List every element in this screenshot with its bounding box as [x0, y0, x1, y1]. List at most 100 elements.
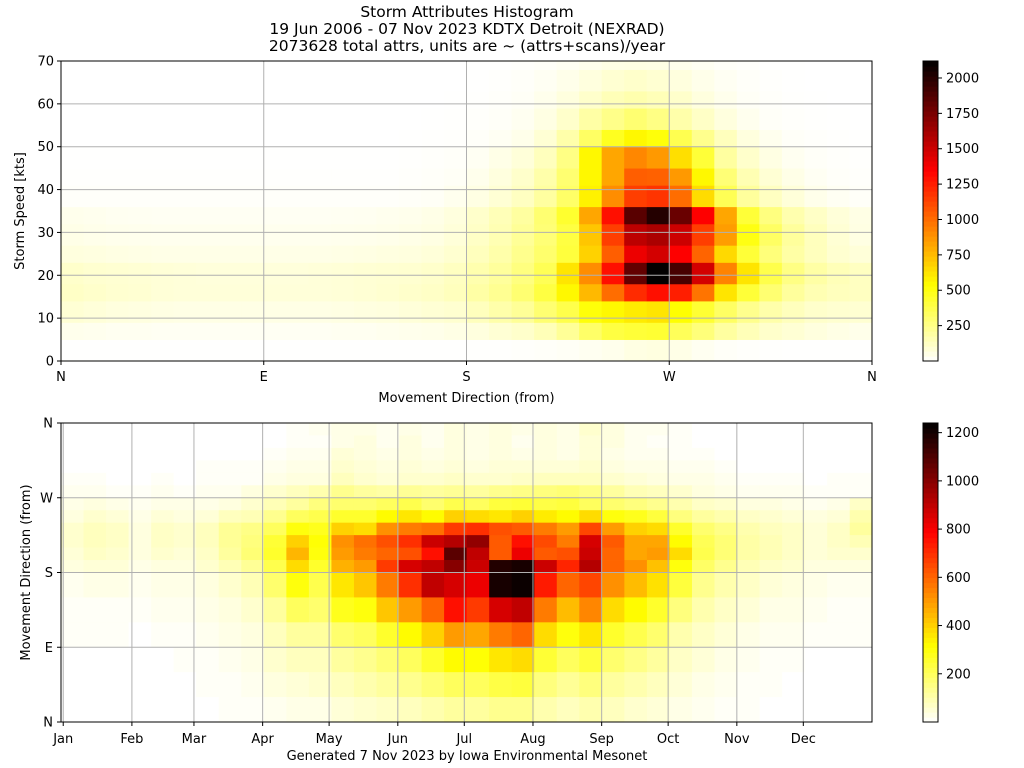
heatmap-cell [782, 522, 806, 536]
heatmap-cell [376, 69, 400, 92]
heatmap-cell [579, 223, 603, 246]
heatmap-cell [263, 69, 287, 92]
heatmap-cell [534, 522, 558, 536]
colorbar-segment [923, 166, 938, 172]
heatmap-cell [849, 497, 872, 511]
heatmap-cell [669, 522, 693, 536]
heatmap-cell [151, 435, 175, 449]
heatmap-cell [804, 61, 828, 70]
x-tick-label: Sep [589, 732, 614, 747]
colorbar-segment [923, 291, 938, 297]
y-tick-label: N [43, 417, 53, 432]
heatmap-cell [218, 597, 242, 623]
heatmap-cell [556, 522, 580, 536]
heatmap-cell [669, 547, 693, 561]
heatmap-cell [106, 522, 130, 536]
heatmap-cell [782, 497, 806, 511]
heatmap-cell [308, 129, 332, 148]
heatmap-cell [804, 497, 828, 511]
heatmap-cell [399, 697, 422, 722]
heatmap-cell [466, 283, 490, 302]
colorbar-tick-label: 600 [946, 571, 971, 586]
heatmap-cell [737, 547, 760, 561]
heatmap-cell [556, 697, 580, 722]
heatmap-cell [804, 206, 828, 225]
heatmap-cell [286, 185, 310, 208]
heatmap-cell [736, 129, 760, 148]
colorbar-segment [923, 111, 938, 117]
colorbar-segment [923, 201, 938, 207]
colorbar-segment [923, 682, 938, 688]
heatmap-cell [849, 647, 872, 673]
heatmap-cell [308, 697, 332, 722]
heatmap-cell [511, 339, 535, 361]
heatmap-cell [556, 129, 580, 148]
heatmap-cell [61, 672, 84, 698]
colorbar-segment [923, 251, 938, 257]
heatmap-cell [646, 497, 670, 511]
heatmap-cell [263, 146, 287, 169]
heatmap-cell [399, 597, 422, 623]
heatmap-cell [534, 61, 558, 70]
heatmap-cell [489, 435, 513, 449]
heatmap-cell [849, 547, 872, 561]
heatmap-cell [421, 423, 445, 436]
heatmap-cell [646, 301, 670, 323]
heatmap-cell [353, 460, 377, 474]
heatmap-cell [218, 69, 242, 92]
heatmap-cell [263, 485, 287, 499]
y-tick-label: 30 [37, 226, 54, 241]
heatmap-cell [444, 472, 468, 486]
heatmap-cell [466, 597, 490, 623]
heatmap-cell [376, 108, 400, 130]
heatmap-cell [353, 510, 377, 524]
heatmap-cell [286, 472, 310, 486]
heatmap-cell [443, 129, 467, 148]
heatmap-cell [398, 245, 422, 263]
heatmap-cell [781, 91, 805, 109]
heatmap-cell [624, 108, 648, 130]
colorbar-segment [923, 141, 938, 147]
heatmap-cell [218, 301, 242, 323]
heatmap-cell [151, 69, 175, 92]
heatmap-cell [83, 129, 107, 148]
heatmap-cell [534, 597, 558, 623]
heatmap-cell [218, 535, 242, 548]
heatmap-cell [579, 560, 603, 573]
heatmap-cell [308, 301, 332, 323]
heatmap-cell [556, 597, 580, 623]
heatmap-cell [263, 301, 287, 323]
colorbar-segment [923, 161, 938, 167]
colorbar-segment [923, 517, 938, 524]
heatmap-cell [804, 510, 828, 524]
heatmap-cell [106, 622, 130, 648]
heatmap-cell [827, 423, 851, 436]
heatmap-cell [83, 262, 107, 285]
heatmap-cell [443, 262, 467, 285]
heatmap-cell [376, 168, 400, 186]
heatmap-cell [128, 497, 152, 511]
heatmap-cell [218, 435, 242, 449]
heatmap-cell [308, 435, 332, 449]
heatmap-cell [534, 460, 558, 474]
heatmap-cell [128, 423, 152, 436]
heatmap-cell [353, 547, 377, 561]
heatmap-cell [331, 597, 355, 623]
heatmap-cell [737, 647, 760, 673]
heatmap-cell [556, 672, 580, 698]
heatmap-cell [759, 672, 783, 698]
heatmap-cell [196, 322, 220, 340]
heatmap-cell [826, 245, 850, 263]
x-axis-label: Movement Direction (from) [378, 391, 554, 406]
heatmap-cell [714, 223, 738, 246]
heatmap-cell [579, 510, 603, 524]
heatmap-cell [218, 108, 242, 130]
heatmap-cell [151, 472, 175, 486]
heatmap-cell [263, 262, 287, 285]
heatmap-cell [173, 435, 197, 449]
heatmap-cell [353, 339, 377, 361]
heatmap-cell [534, 91, 558, 109]
heatmap-cell [196, 522, 220, 536]
heatmap-cell [151, 597, 175, 623]
heatmap-cell [286, 245, 310, 263]
